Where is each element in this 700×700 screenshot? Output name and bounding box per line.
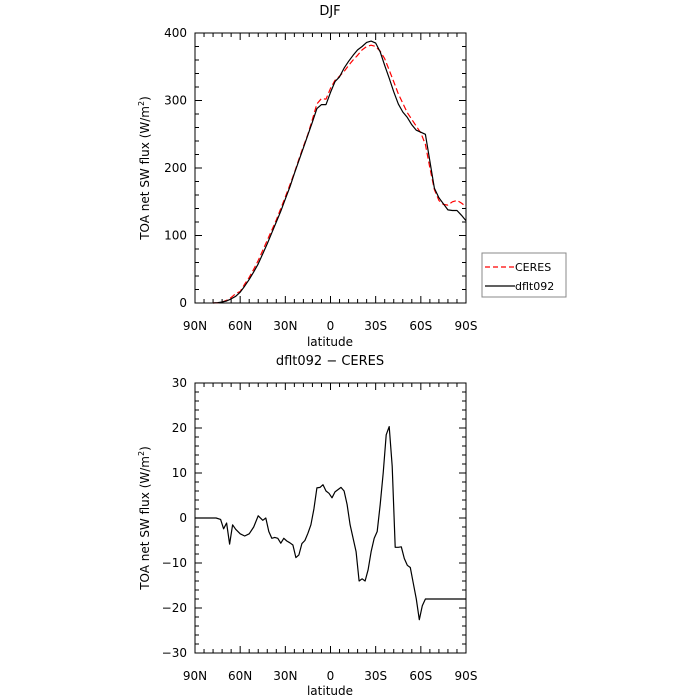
top-xtick-label: 30N <box>273 319 297 333</box>
bottom-ytick-label: −30 <box>162 646 187 660</box>
bottom-ytick-label: 20 <box>172 421 187 435</box>
bottom-xtick-label: 90N <box>183 669 207 683</box>
bottom-xtick-label: 30N <box>273 669 297 683</box>
bottom-xtick-label: 60N <box>228 669 252 683</box>
top-chart-title: DJF <box>319 4 340 19</box>
bottom-xtick-label: 30S <box>364 669 387 683</box>
bottom-plot-frame <box>194 382 467 654</box>
bottom-chart-title: dflt092 − CERES <box>276 354 384 369</box>
legend-label-dflt092: dflt092 <box>515 280 554 293</box>
bottom-xtick-label: 90S <box>455 669 478 683</box>
top-xtick-label: 30S <box>364 319 387 333</box>
legend-label-ceres: CERES <box>515 261 551 274</box>
bottom-y-axis-label: TOA net SW flux (W/m2) <box>137 446 152 591</box>
bottom-xtick-label: 60S <box>409 669 432 683</box>
bottom-ytick-label: 30 <box>172 376 187 390</box>
top-xtick-label: 60S <box>409 319 432 333</box>
top-xtick-label: 90N <box>183 319 207 333</box>
top-ytick-label: 0 <box>179 296 187 310</box>
bottom-ytick-label: −20 <box>162 601 187 615</box>
top-xtick-label: 0 <box>327 319 335 333</box>
top-y-axis-label: TOA net SW flux (W/m2) <box>137 96 152 241</box>
bottom-series-line-difference <box>195 426 466 621</box>
bottom-xtick-label: 0 <box>327 669 335 683</box>
bottom-ytick-label: 10 <box>172 466 187 480</box>
top-plot-frame <box>194 32 467 304</box>
top-series-line-ceres <box>213 44 467 304</box>
top-ytick-label: 100 <box>164 229 187 243</box>
top-xtick-label: 60N <box>228 319 252 333</box>
top-panel: DJF 0 100 200 300 400 90N 60N 30N 0 30S 60S 90S la… <box>137 4 477 349</box>
top-series-line-dflt092 <box>213 40 467 304</box>
top-ytick-label: 200 <box>164 161 187 175</box>
bottom-x-axis-label: latitude <box>307 684 353 698</box>
legend: CERES dflt092 <box>481 252 567 298</box>
top-x-axis-label: latitude <box>307 335 353 349</box>
bottom-ytick-label: −10 <box>162 556 187 570</box>
top-xtick-label: 90S <box>455 319 478 333</box>
top-ytick-label: 400 <box>164 26 187 40</box>
bottom-ytick-label: 0 <box>179 511 187 525</box>
bottom-panel: dflt092 − CERES −30 −20 −10 0 10 20 30 90N 60N 3… <box>137 354 477 698</box>
legend-box <box>481 252 567 298</box>
top-ytick-label: 300 <box>164 94 187 108</box>
